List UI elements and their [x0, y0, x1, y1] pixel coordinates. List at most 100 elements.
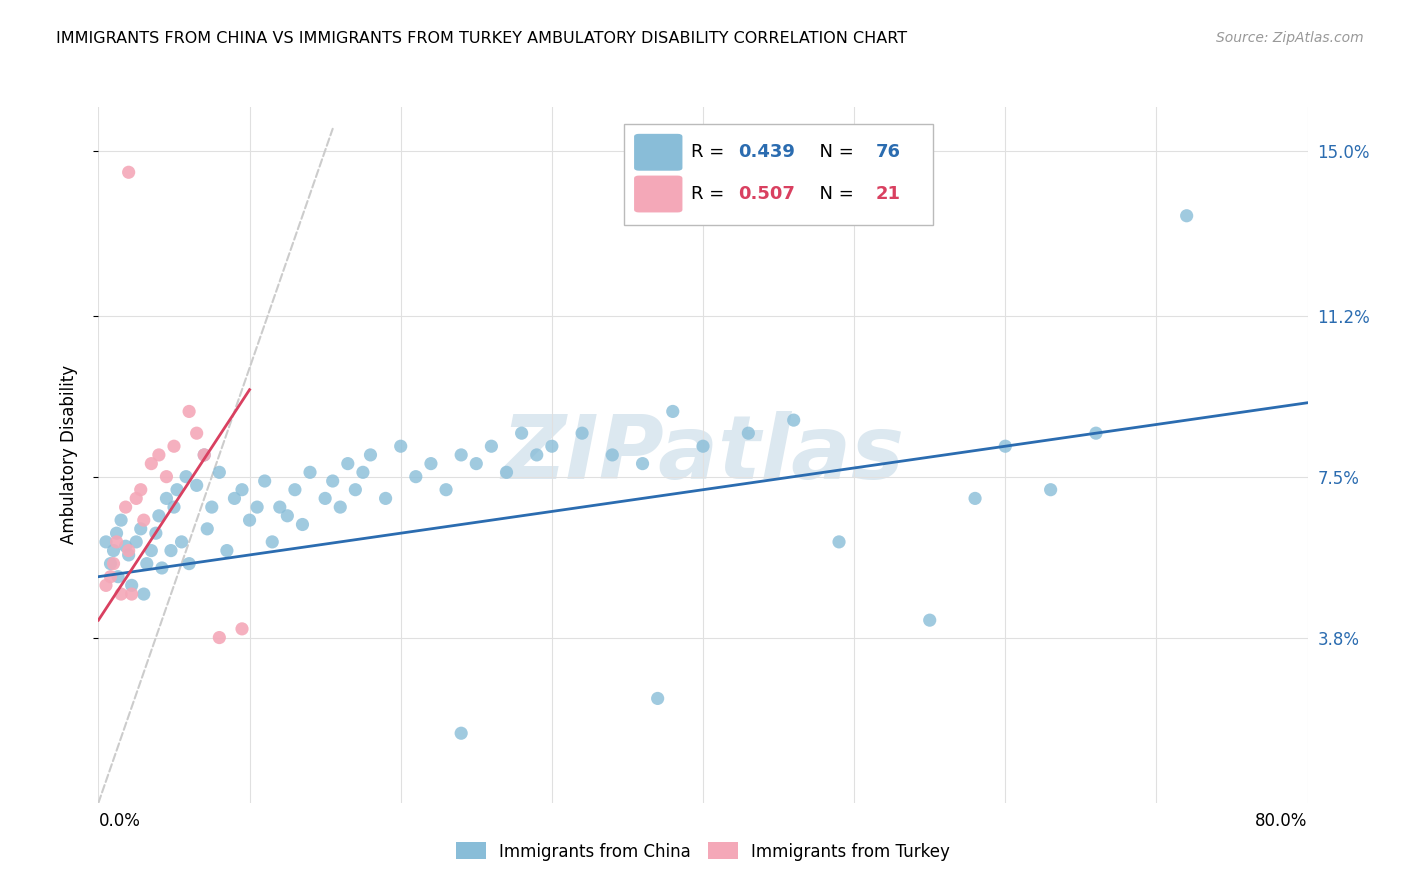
- Text: ZIPatlas: ZIPatlas: [502, 411, 904, 499]
- Text: IMMIGRANTS FROM CHINA VS IMMIGRANTS FROM TURKEY AMBULATORY DISABILITY CORRELATIO: IMMIGRANTS FROM CHINA VS IMMIGRANTS FROM…: [56, 31, 907, 46]
- Point: [284, 483, 307, 497]
- Point: [239, 513, 262, 527]
- Point: [450, 448, 472, 462]
- Point: [163, 500, 186, 514]
- Point: [132, 587, 155, 601]
- Point: [465, 457, 488, 471]
- Point: [186, 478, 208, 492]
- Point: [201, 500, 224, 514]
- Text: N =: N =: [808, 144, 859, 161]
- Text: 21: 21: [876, 185, 901, 203]
- Text: R =: R =: [690, 144, 730, 161]
- Point: [208, 466, 231, 480]
- Point: [103, 557, 125, 571]
- Point: [103, 543, 125, 558]
- Text: 80.0%: 80.0%: [1256, 812, 1308, 830]
- Point: [125, 491, 148, 506]
- Point: [1085, 426, 1108, 441]
- Point: [193, 448, 215, 462]
- Point: [389, 439, 412, 453]
- Point: [94, 535, 117, 549]
- Text: Source: ZipAtlas.com: Source: ZipAtlas.com: [1216, 31, 1364, 45]
- Point: [121, 587, 143, 601]
- Text: 0.439: 0.439: [738, 144, 794, 161]
- Point: [510, 426, 533, 441]
- Point: [540, 439, 562, 453]
- Point: [118, 165, 141, 179]
- Point: [141, 457, 163, 471]
- Point: [125, 535, 148, 549]
- Point: [602, 448, 624, 462]
- Point: [129, 522, 152, 536]
- Point: [253, 474, 276, 488]
- Point: [155, 491, 177, 506]
- Point: [105, 526, 128, 541]
- Text: R =: R =: [690, 185, 730, 203]
- Point: [195, 522, 218, 536]
- Point: [1039, 483, 1062, 497]
- Point: [170, 535, 193, 549]
- Point: [322, 474, 344, 488]
- Point: [231, 622, 253, 636]
- Legend: Immigrants from China, Immigrants from Turkey: Immigrants from China, Immigrants from T…: [456, 842, 950, 861]
- Point: [107, 570, 129, 584]
- Point: [110, 587, 132, 601]
- Point: [647, 691, 669, 706]
- Point: [118, 543, 141, 558]
- Point: [148, 508, 170, 523]
- Text: N =: N =: [808, 185, 859, 203]
- Point: [329, 500, 352, 514]
- Point: [110, 513, 132, 527]
- Point: [420, 457, 443, 471]
- Point: [434, 483, 457, 497]
- Point: [692, 439, 714, 453]
- FancyBboxPatch shape: [634, 176, 682, 212]
- Point: [360, 448, 382, 462]
- Point: [179, 404, 201, 418]
- Point: [299, 466, 322, 480]
- FancyBboxPatch shape: [624, 124, 932, 226]
- Point: [193, 448, 215, 462]
- Text: 0.507: 0.507: [738, 185, 794, 203]
- Point: [450, 726, 472, 740]
- Point: [163, 439, 186, 453]
- Point: [174, 469, 197, 483]
- Point: [994, 439, 1017, 453]
- Point: [662, 404, 685, 418]
- Point: [965, 491, 987, 506]
- Point: [135, 557, 157, 571]
- Point: [121, 578, 143, 592]
- Point: [224, 491, 246, 506]
- Point: [105, 535, 128, 549]
- Point: [118, 548, 141, 562]
- Point: [737, 426, 759, 441]
- Point: [571, 426, 593, 441]
- Point: [262, 535, 284, 549]
- Point: [918, 613, 941, 627]
- Point: [291, 517, 314, 532]
- Point: [114, 500, 136, 514]
- Point: [269, 500, 291, 514]
- Point: [160, 543, 183, 558]
- Point: [314, 491, 336, 506]
- Point: [336, 457, 359, 471]
- Point: [208, 631, 231, 645]
- Point: [631, 457, 654, 471]
- Point: [150, 561, 173, 575]
- Point: [231, 483, 253, 497]
- Point: [166, 483, 188, 497]
- Point: [100, 557, 122, 571]
- Point: [145, 526, 167, 541]
- Point: [114, 539, 136, 553]
- Point: [1175, 209, 1198, 223]
- Point: [179, 557, 201, 571]
- Point: [129, 483, 152, 497]
- Text: 76: 76: [876, 144, 901, 161]
- Y-axis label: Ambulatory Disability: Ambulatory Disability: [59, 366, 77, 544]
- Point: [132, 513, 155, 527]
- Point: [276, 508, 298, 523]
- Point: [155, 469, 177, 483]
- Point: [100, 570, 122, 584]
- Point: [495, 466, 517, 480]
- Point: [94, 578, 117, 592]
